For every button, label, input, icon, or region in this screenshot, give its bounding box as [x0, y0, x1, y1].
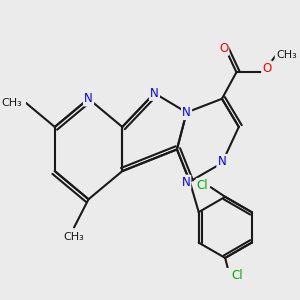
Text: CH₃: CH₃ — [64, 232, 84, 242]
Text: N: N — [182, 176, 190, 189]
Text: O: O — [219, 42, 228, 55]
Text: Cl: Cl — [197, 179, 208, 192]
Text: O: O — [262, 62, 272, 75]
Text: CH₃: CH₃ — [276, 50, 297, 60]
Text: CH₃: CH₃ — [1, 98, 22, 108]
Text: N: N — [84, 92, 93, 105]
Text: N: N — [182, 106, 191, 119]
Text: N: N — [150, 87, 159, 100]
Text: Cl: Cl — [231, 269, 243, 282]
Text: N: N — [218, 155, 226, 168]
